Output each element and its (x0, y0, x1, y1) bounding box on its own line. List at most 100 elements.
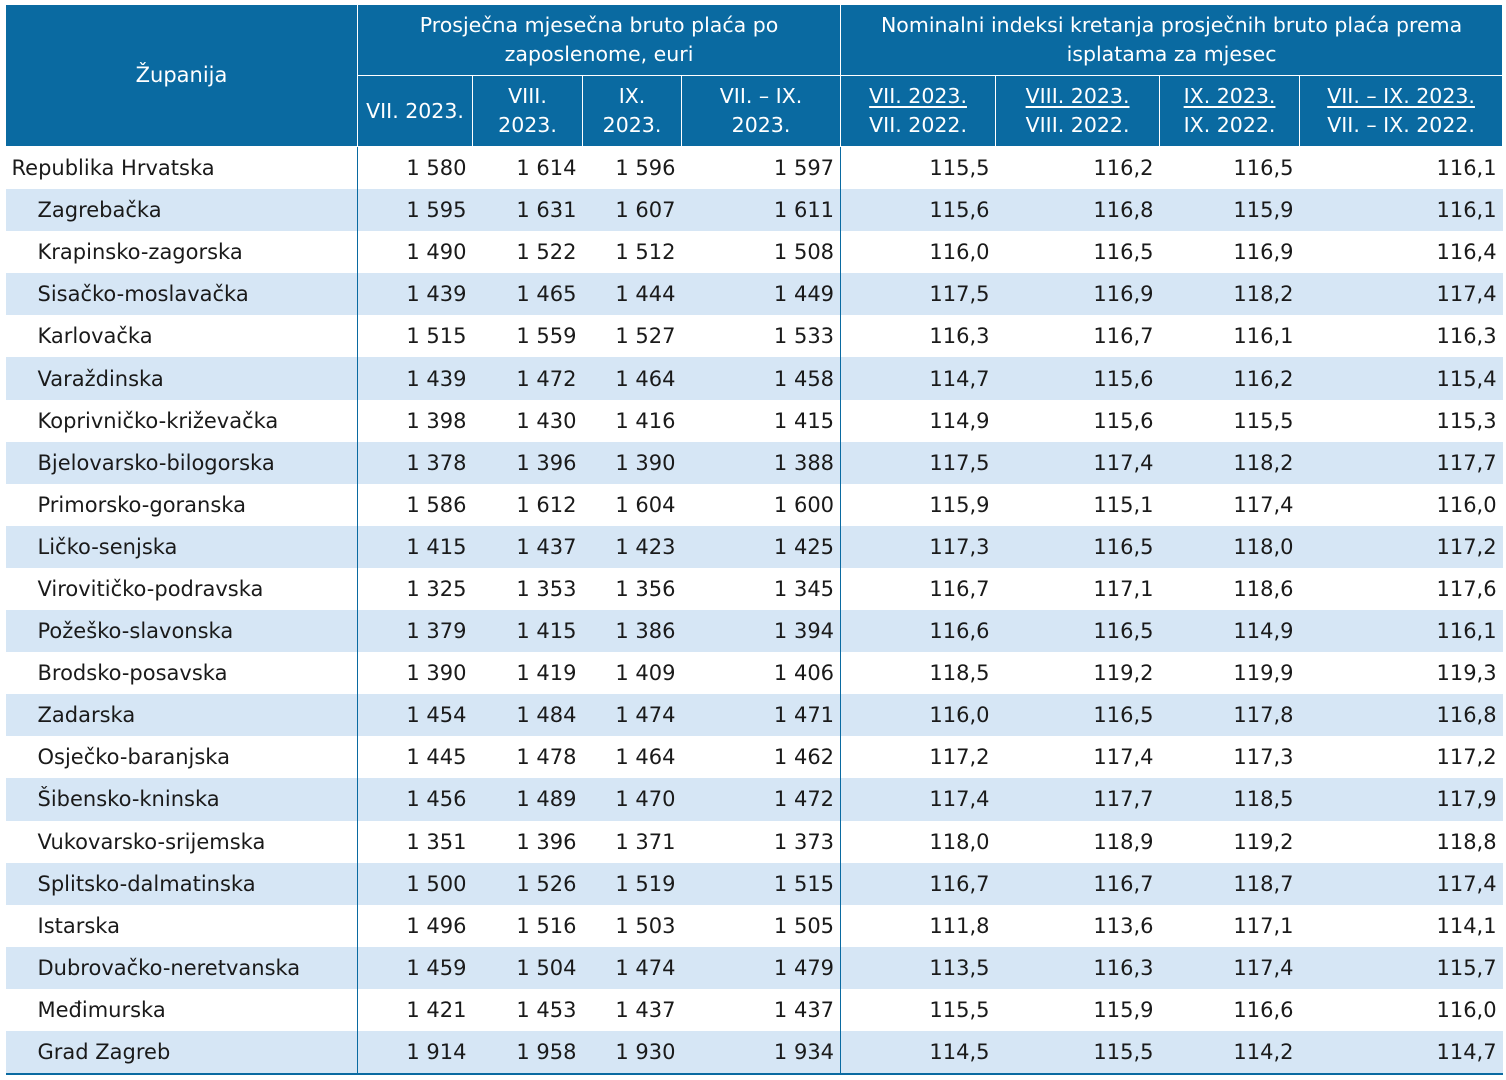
index-value-cell: 119,9 (1159, 652, 1300, 695)
index-value-cell: 118,8 (1299, 820, 1503, 863)
county-name-cell: Primorsko-goranska (5, 483, 358, 526)
index-value-cell: 117,6 (1299, 567, 1503, 611)
wage-value-cell: 1 595 (357, 189, 473, 232)
county-name-cell: Dubrovačko-neretvanska (5, 946, 358, 989)
index-value-cell: 116,6 (840, 610, 996, 653)
index-value-cell: 113,5 (840, 946, 996, 989)
county-name-cell: Međimurska (5, 988, 358, 1031)
index-denominator: IX. 2022. (1183, 113, 1276, 137)
wage-column-header: VII. – IX. 2023. (680, 75, 842, 147)
wage-value-cell: 1 439 (357, 357, 473, 400)
wage-value-cell: 1 934 (681, 1030, 842, 1076)
county-name-cell: Šibensko-kninska (5, 778, 358, 821)
index-value-cell: 117,2 (1299, 736, 1503, 779)
county-name-cell: Sisačko-moslavačka (5, 273, 358, 316)
wage-value-cell: 1 580 (357, 146, 473, 190)
index-value-cell: 115,7 (1299, 946, 1503, 989)
wage-value-cell: 1 425 (681, 525, 842, 568)
wage-value-cell: 1 458 (681, 357, 842, 400)
index-value-cell: 116,5 (1159, 146, 1300, 190)
wage-value-cell: 1 415 (472, 610, 583, 653)
county-name-cell: Splitsko-dalmatinska (5, 862, 358, 905)
wage-value-cell: 1 449 (681, 273, 842, 316)
index-value-cell: 115,5 (840, 988, 996, 1031)
table-row: Bjelovarsko-bilogorska 1 378 1 396 1 390 1 3… (5, 441, 1503, 484)
index-value-cell: 116,5 (995, 525, 1160, 568)
table-row: Grad Zagreb 1 914 1 958 1 930 1 934 114,5 115,… (5, 1030, 1503, 1076)
wage-value-cell: 1 396 (472, 441, 583, 484)
table-body: Republika Hrvatska 1 580 1 614 1 596 1 597 11… (5, 146, 1503, 1076)
wage-value-cell: 1 503 (582, 904, 682, 947)
table-header: Županija Prosječna mjesečna bruto plaća … (5, 4, 1504, 147)
index-value-cell: 119,3 (1299, 652, 1503, 695)
wage-value-cell: 1 396 (472, 820, 583, 863)
wage-table: Županija Prosječna mjesečna bruto plaća … (5, 4, 1504, 1076)
wage-value-cell: 1 614 (472, 146, 583, 190)
wage-value-cell: 1 474 (582, 694, 682, 737)
index-value-cell: 118,0 (1159, 525, 1300, 568)
index-value-cell: 114,5 (840, 1030, 996, 1076)
wage-value-cell: 1 406 (681, 652, 842, 695)
county-name-cell: Varaždinska (5, 357, 358, 400)
county-name-cell: Brodsko-posavska (5, 652, 358, 695)
wage-value-cell: 1 597 (681, 146, 842, 190)
wage-value-cell: 1 504 (472, 946, 583, 989)
wage-value-cell: 1 958 (472, 1030, 583, 1076)
wage-value-cell: 1 611 (681, 189, 842, 232)
wage-value-cell: 1 437 (681, 988, 842, 1031)
wage-value-cell: 1 325 (357, 567, 473, 611)
wage-value-cell: 1 474 (582, 946, 682, 989)
table-row: Primorsko-goranska 1 586 1 612 1 604 1 600 11… (5, 483, 1503, 526)
index-value-cell: 116,1 (1299, 610, 1503, 653)
index-value-cell: 116,0 (1299, 483, 1503, 526)
wage-value-cell: 1 379 (357, 610, 473, 653)
table-row: Virovitičko-podravska 1 325 1 353 1 356 1 34… (5, 567, 1503, 611)
index-value-cell: 114,2 (1159, 1030, 1300, 1076)
county-name-cell: Grad Zagreb (5, 1030, 358, 1076)
table-row: Sisačko-moslavačka 1 439 1 465 1 444 1 449 11… (5, 273, 1503, 316)
wage-value-cell: 1 415 (357, 525, 473, 568)
wage-value-cell: 1 472 (681, 778, 842, 821)
index-value-cell: 116,7 (840, 567, 996, 611)
county-name-cell: Krapinsko-zagorska (5, 231, 358, 274)
wage-value-cell: 1 612 (472, 483, 583, 526)
index-value-cell: 118,2 (1159, 273, 1300, 316)
index-value-cell: 117,9 (1299, 778, 1503, 821)
wage-value-cell: 1 345 (681, 567, 842, 611)
wage-group-header: Prosječna mjesečna bruto plaća po zaposl… (356, 4, 842, 76)
wage-value-cell: 1 459 (357, 946, 473, 989)
county-name-cell: Istarska (5, 904, 358, 947)
index-value-cell: 117,4 (1299, 273, 1503, 316)
wage-value-cell: 1 378 (357, 441, 473, 484)
county-name-cell: Koprivničko-križevačka (5, 399, 358, 442)
wage-value-cell: 1 437 (582, 988, 682, 1031)
index-value-cell: 114,1 (1299, 904, 1503, 947)
wage-value-cell: 1 419 (472, 652, 583, 695)
wage-value-cell: 1 465 (472, 273, 583, 316)
index-value-cell: 117,7 (1299, 441, 1503, 484)
wage-value-cell: 1 490 (357, 231, 473, 274)
index-value-cell: 116,0 (840, 694, 996, 737)
index-value-cell: 116,1 (1159, 315, 1300, 358)
wage-value-cell: 1 489 (472, 778, 583, 821)
index-numerator: VII. – IX. 2023. (1327, 84, 1475, 108)
index-value-cell: 116,7 (995, 315, 1160, 358)
wage-column-header: VII. 2023. (357, 75, 473, 147)
index-value-cell: 116,3 (840, 315, 996, 358)
wage-value-cell: 1 423 (582, 525, 682, 568)
index-value-cell: 115,3 (1299, 399, 1503, 442)
index-value-cell: 116,0 (1299, 988, 1503, 1031)
index-value-cell: 117,4 (995, 736, 1160, 779)
index-value-cell: 117,7 (995, 778, 1160, 821)
index-value-cell: 117,5 (840, 273, 996, 316)
wage-value-cell: 1 421 (357, 988, 473, 1031)
wage-value-cell: 1 930 (582, 1030, 682, 1076)
wage-value-cell: 1 519 (582, 862, 682, 905)
wage-value-cell: 1 464 (582, 357, 682, 400)
table-row: Šibensko-kninska 1 456 1 489 1 470 1 472 117,… (5, 778, 1503, 821)
index-value-cell: 116,5 (995, 694, 1160, 737)
wage-value-cell: 1 508 (681, 231, 842, 274)
wage-value-cell: 1 522 (472, 231, 583, 274)
index-value-cell: 117,2 (1299, 525, 1503, 568)
index-value-cell: 116,0 (840, 231, 996, 274)
